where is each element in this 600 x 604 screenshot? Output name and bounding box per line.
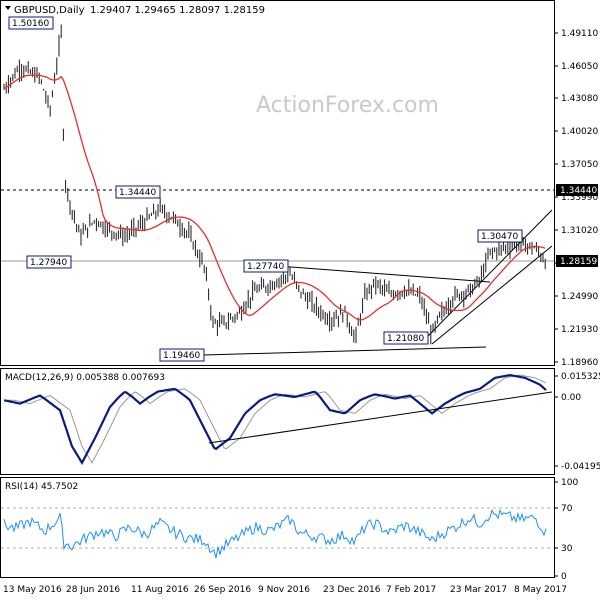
price-tick: 1.49110 [561,29,598,39]
time-tick: 13 May 2016 [3,585,62,595]
chart-header: GBPUSD,Daily 1.29407 1.29465 1.28097 1.2… [5,5,265,16]
symbol-label: GBPUSD,Daily [14,5,85,16]
falling-trend-line [277,265,491,283]
time-tick: 23 Mar 2017 [450,585,507,595]
macd-panel-frame [0,368,555,475]
time-tick: 7 Feb 2017 [386,585,436,595]
annotation-left-level: 1.27940 [30,258,67,268]
rsi-tick: 0 [561,572,567,582]
price-tick: 1.21930 [561,325,598,335]
annotation-high: 1.50160 [12,19,49,29]
ohlc-values: 1.29407 1.29465 1.28097 1.28159 [90,5,265,16]
price-tick: 1.24990 [561,292,598,302]
chevron-down-icon [5,6,11,10]
macd-line [3,373,547,466]
moving-average-line [3,74,546,321]
macd-axis: 0.015325 0.00 -0.041957 [554,372,600,472]
resistance-level-tag [556,184,598,196]
lower-channel-line [431,245,553,345]
resistance-level-label: 1.34440 [560,186,597,196]
current-price-label: 1.28159 [560,257,597,267]
time-tick: 23 Dec 2016 [323,585,381,595]
rsi-tick: 70 [561,504,573,514]
annotation-mid-level: 1.27740 [247,262,284,272]
price-tick: 1.46050 [561,62,598,72]
upper-channel-line [427,209,553,337]
rsi-line [3,508,547,559]
price-tick: 1.31020 [561,226,598,236]
macd-trend-line [208,391,553,444]
time-tick: 26 Sep 2016 [194,585,251,595]
price-tick: 1.43080 [561,94,598,104]
macd-tick: -0.041957 [561,462,600,472]
price-tick: 1.37050 [561,160,598,170]
time-axis: 13 May 2016 28 Jun 2016 11 Aug 2016 26 S… [3,585,567,595]
annotation-low: 1.19460 [163,351,200,361]
rsi-title: RSI(14) 45.7502 [5,482,78,492]
time-tick: 8 May 2017 [514,585,567,595]
rsi-tick: 100 [561,478,578,488]
time-tick: 9 Nov 2016 [258,585,310,595]
price-tick: 1.18960 [561,358,598,368]
time-tick: 28 Jun 2016 [66,585,120,595]
macd-title: MACD(12,26,9) 0.005388 0.007693 [5,373,165,383]
rsi-panel-frame [0,477,555,578]
rsi-axis: 100 70 30 0 [554,478,578,582]
current-price-tag [556,255,598,267]
watermark: ActionForex.com [256,93,439,118]
macd-tick: 0.015325 [561,372,600,382]
price-tick: 1.33990 [561,193,598,203]
price-axis: 1.49110 1.46050 1.43080 1.40020 1.37050 … [554,29,598,368]
macd-tick: 0.00 [561,393,581,403]
price-tick: 1.40020 [561,127,598,137]
price-panel-frame [0,0,555,366]
annotation-resistance: 1.34440 [119,188,156,198]
annotation-recent-low: 1.21080 [387,334,424,344]
annotation-recent-high: 1.30470 [481,232,518,242]
rsi-tick: 30 [561,544,573,554]
support-trend-line [203,346,487,356]
macd-signal-line [4,374,547,464]
price-annotations: 1.50160 1.34440 1.27940 1.27740 1.30470 … [8,16,523,362]
time-tick: 11 Aug 2016 [131,585,189,595]
